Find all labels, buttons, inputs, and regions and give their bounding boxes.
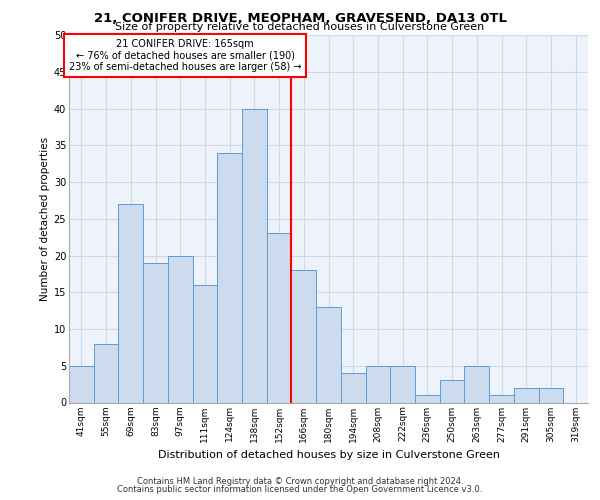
- X-axis label: Distribution of detached houses by size in Culverstone Green: Distribution of detached houses by size …: [157, 450, 499, 460]
- Bar: [316, 307, 341, 402]
- Text: Contains HM Land Registry data © Crown copyright and database right 2024.: Contains HM Land Registry data © Crown c…: [137, 477, 463, 486]
- Bar: [94, 344, 118, 402]
- Bar: [341, 373, 365, 402]
- Bar: [390, 366, 415, 403]
- Bar: [365, 366, 390, 403]
- Bar: [464, 366, 489, 403]
- Bar: [69, 366, 94, 403]
- Text: Size of property relative to detached houses in Culverstone Green: Size of property relative to detached ho…: [115, 22, 485, 32]
- Bar: [539, 388, 563, 402]
- Bar: [415, 395, 440, 402]
- Bar: [217, 152, 242, 402]
- Bar: [168, 256, 193, 402]
- Bar: [514, 388, 539, 402]
- Y-axis label: Number of detached properties: Number of detached properties: [40, 136, 50, 301]
- Bar: [242, 108, 267, 403]
- Text: 21, CONIFER DRIVE, MEOPHAM, GRAVESEND, DA13 0TL: 21, CONIFER DRIVE, MEOPHAM, GRAVESEND, D…: [94, 12, 506, 26]
- Bar: [193, 285, 217, 403]
- Text: 21 CONIFER DRIVE: 165sqm
← 76% of detached houses are smaller (190)
23% of semi-: 21 CONIFER DRIVE: 165sqm ← 76% of detach…: [69, 38, 301, 72]
- Text: Contains public sector information licensed under the Open Government Licence v3: Contains public sector information licen…: [118, 485, 482, 494]
- Bar: [267, 234, 292, 402]
- Bar: [143, 263, 168, 402]
- Bar: [292, 270, 316, 402]
- Bar: [489, 395, 514, 402]
- Bar: [440, 380, 464, 402]
- Bar: [118, 204, 143, 402]
